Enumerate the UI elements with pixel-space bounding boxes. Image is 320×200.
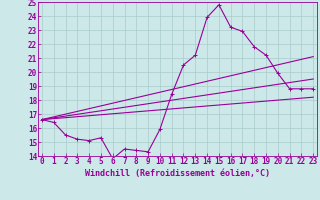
X-axis label: Windchill (Refroidissement éolien,°C): Windchill (Refroidissement éolien,°C)	[85, 169, 270, 178]
